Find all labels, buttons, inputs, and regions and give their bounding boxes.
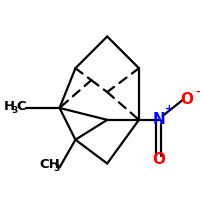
Text: O: O xyxy=(152,152,165,167)
Text: 3: 3 xyxy=(12,106,18,115)
Text: 3: 3 xyxy=(53,164,59,173)
Text: CH: CH xyxy=(40,158,60,171)
Text: N: N xyxy=(152,112,165,127)
Text: O: O xyxy=(180,92,193,107)
Text: H: H xyxy=(4,100,15,113)
Text: C: C xyxy=(16,100,26,113)
Text: -: - xyxy=(196,87,200,97)
Text: +: + xyxy=(165,104,174,114)
